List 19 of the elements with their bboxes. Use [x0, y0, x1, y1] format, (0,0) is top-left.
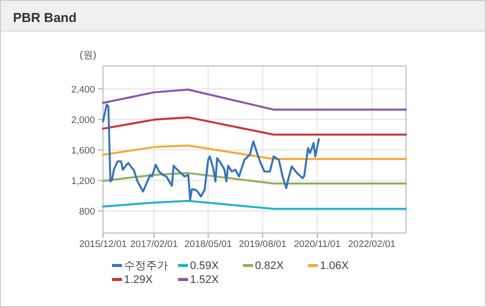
x-tick-label: 2017/02/01 [130, 239, 178, 250]
x-tick-label: 2020/11/01 [294, 239, 341, 250]
legend-label: 1.52X [190, 274, 220, 286]
chart-title: PBR Band [13, 10, 77, 25]
y-tick-label: 1,200 [71, 176, 95, 187]
y-tick-label: 800 [79, 206, 95, 218]
legend-label: 0.82X [255, 260, 284, 272]
x-tick-label: 2018/05/01 [184, 239, 232, 250]
y-tick-label: 2,000 [71, 114, 95, 126]
x-tick-label: 2022/02/01 [348, 239, 396, 250]
legend-label: 1.29X [124, 274, 154, 286]
x-tick-label: 2015/12/01 [79, 239, 127, 250]
y-axis-title: (원) [80, 50, 96, 61]
legend-label: 1.06X [320, 260, 350, 272]
legend-label: 0.59X [190, 260, 220, 272]
legend-label: 수정주가 [124, 260, 168, 272]
x-tick-label: 2019/08/01 [238, 239, 286, 250]
y-tick-label: 1,600 [71, 145, 95, 156]
y-tick-label: 2,400 [71, 84, 95, 96]
